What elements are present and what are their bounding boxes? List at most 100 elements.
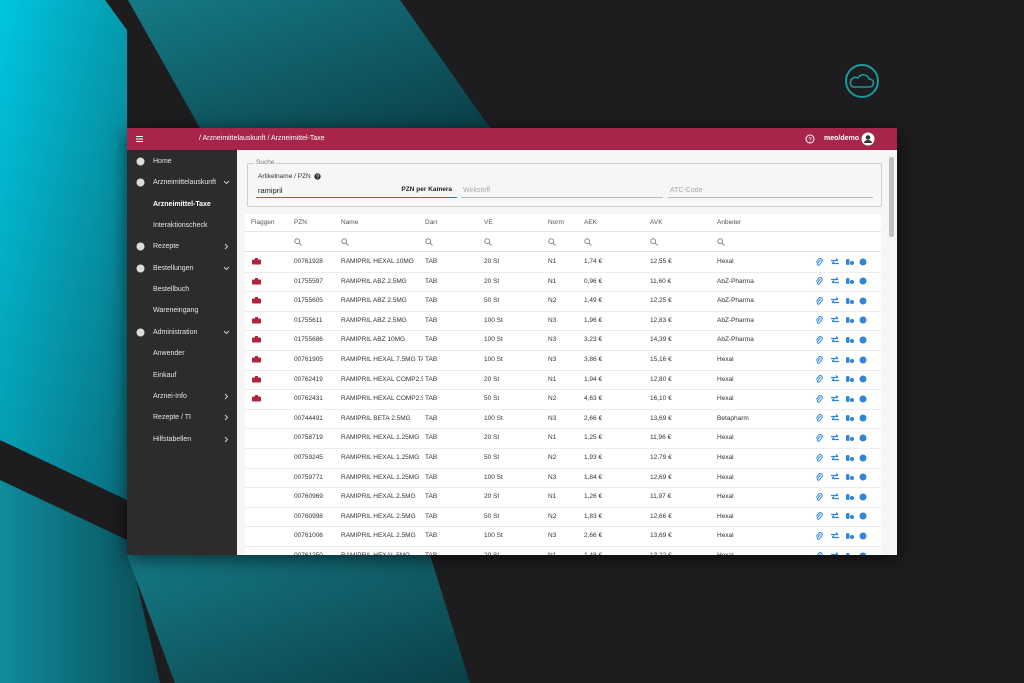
attach-icon[interactable] <box>815 335 823 344</box>
table-row[interactable]: 00761928 RAMIPRIL HEXAL 10MG TAB 20 St N1 1,7… <box>245 252 881 273</box>
info-icon[interactable] <box>859 395 867 403</box>
attach-icon[interactable] <box>815 355 823 364</box>
attach-icon[interactable] <box>815 277 823 285</box>
table-row[interactable]: 00761006 RAMIPRIL HEXAL 2.5MG TAB 100 St N3 2… <box>245 526 881 547</box>
table-row[interactable]: 01755605 RAMIPRIL ABZ 2.5MG TAB 50 St N2 1,49… <box>245 291 881 312</box>
nav-item[interactable]: Bestellungen <box>127 264 237 278</box>
attach-icon[interactable] <box>815 433 823 442</box>
table-row[interactable]: 00762419 RAMIPRIL HEXAL COMP2.5/1 TAB 20 St… <box>245 370 881 391</box>
info-icon[interactable] <box>859 297 867 305</box>
table-row[interactable]: 00760998 RAMIPRIL HEXAL 2.5MG TAB 50 St N2 1,… <box>245 507 881 528</box>
column-header[interactable]: Anbieter <box>717 219 742 226</box>
pills-icon[interactable] <box>846 395 854 403</box>
table-row[interactable]: 00758719 RAMIPRIL HEXAL 1.25MG TAB 20 St N1 1… <box>245 428 881 449</box>
scrollbar[interactable] <box>889 157 894 237</box>
swap-icon[interactable] <box>831 473 839 481</box>
swap-icon[interactable] <box>831 551 839 556</box>
search-input[interactable]: ramipril PZN per Kamera <box>256 184 457 198</box>
column-header[interactable]: PZN <box>294 219 307 226</box>
pills-icon[interactable] <box>846 434 854 442</box>
info-icon[interactable] <box>859 552 867 556</box>
info-icon[interactable] <box>859 336 867 344</box>
table-row[interactable]: 00759771 RAMIPRIL HEXAL 1.25MG TAB 100 St N3… <box>245 468 881 489</box>
column-header[interactable]: Norm <box>548 219 564 226</box>
attach-icon[interactable] <box>815 473 823 481</box>
filter-icon[interactable] <box>584 238 592 246</box>
nav-item[interactable]: Hilfstabellen <box>127 435 237 449</box>
swap-icon[interactable] <box>831 316 839 324</box>
swap-icon[interactable] <box>831 257 839 266</box>
info-icon[interactable] <box>859 512 867 520</box>
info-icon[interactable] <box>859 316 867 324</box>
attach-icon[interactable] <box>815 296 823 305</box>
table-row[interactable]: 00760969 RAMIPRIL HEXAL 2.5MG TAB 20 St N1 1,… <box>245 487 881 508</box>
filter-icon[interactable] <box>717 238 725 246</box>
help-icon[interactable]: ? <box>805 134 815 144</box>
info-icon[interactable] <box>859 532 867 540</box>
column-header[interactable]: AVK <box>650 219 663 226</box>
pills-icon[interactable] <box>846 375 854 383</box>
info-icon[interactable] <box>859 375 867 383</box>
attach-icon[interactable] <box>815 316 823 325</box>
attach-icon[interactable] <box>815 257 823 266</box>
substance-input[interactable]: Wirkstoff <box>461 184 663 198</box>
swap-icon[interactable] <box>831 414 839 422</box>
pills-icon[interactable] <box>846 552 854 556</box>
info-icon[interactable] <box>859 414 867 422</box>
nav-item[interactable]: Rezepte <box>127 242 237 256</box>
swap-icon[interactable] <box>831 492 839 501</box>
swap-icon[interactable] <box>831 433 839 442</box>
filter-icon[interactable] <box>650 238 658 246</box>
pills-icon[interactable] <box>846 454 854 462</box>
column-header[interactable]: Flaggen <box>251 219 275 226</box>
atc-input[interactable]: ATC-Code <box>668 184 873 198</box>
filter-icon[interactable] <box>294 238 302 246</box>
info-icon[interactable] <box>859 473 867 481</box>
nav-item[interactable]: Arznei-Info <box>127 392 237 406</box>
nav-item[interactable]: Arzneimittel-Taxe <box>127 200 237 214</box>
filter-icon[interactable] <box>425 238 433 246</box>
nav-item[interactable]: Arzneimittelauskunft <box>127 178 237 192</box>
pills-icon[interactable] <box>846 473 854 481</box>
swap-icon[interactable] <box>831 394 839 403</box>
info-icon[interactable] <box>859 454 867 462</box>
attach-icon[interactable] <box>815 453 823 462</box>
info-icon[interactable] <box>859 493 867 501</box>
table-row[interactable]: 01755611 RAMIPRIL ABZ 2.5MG TAB 100 St N3 1,9… <box>245 311 881 332</box>
info-icon[interactable] <box>859 258 867 266</box>
table-row[interactable]: 00761905 RAMIPRIL HEXAL 7.5MG TAB TAB 100 S… <box>245 350 881 371</box>
info-icon[interactable] <box>859 277 867 285</box>
swap-icon[interactable] <box>831 375 839 383</box>
table-row[interactable]: 00744491 RAMIPRIL BETA 2.5MG TAB 100 St N3 2,… <box>245 409 881 430</box>
pills-icon[interactable] <box>846 336 854 344</box>
swap-icon[interactable] <box>831 531 839 540</box>
pills-icon[interactable] <box>846 297 854 305</box>
column-header[interactable]: VE <box>484 219 493 226</box>
table-row[interactable]: 00759245 RAMIPRIL HEXAL 1.25MG TAB 50 St N2 1… <box>245 448 881 469</box>
pills-icon[interactable] <box>846 356 854 364</box>
attach-icon[interactable] <box>815 492 823 501</box>
nav-item[interactable]: Home <box>127 157 237 171</box>
pills-icon[interactable] <box>846 277 854 285</box>
user-avatar[interactable] <box>861 132 875 146</box>
info-icon[interactable] <box>859 356 867 364</box>
column-header[interactable]: Darr <box>425 219 438 226</box>
swap-icon[interactable] <box>831 355 839 364</box>
column-header[interactable]: Name <box>341 219 359 226</box>
nav-item[interactable]: Bestellbuch <box>127 285 237 299</box>
attach-icon[interactable] <box>815 512 823 521</box>
swap-icon[interactable] <box>831 335 839 344</box>
nav-item[interactable]: Wareneingang <box>127 306 237 320</box>
table-row[interactable]: 00762431 RAMIPRIL HEXAL COMP2.5/1 TAB 50 St… <box>245 389 881 410</box>
filter-icon[interactable] <box>548 238 556 246</box>
nav-item[interactable]: Administration <box>127 328 237 342</box>
nav-item[interactable]: Anwender <box>127 349 237 363</box>
attach-icon[interactable] <box>815 394 823 403</box>
attach-icon[interactable] <box>815 414 823 423</box>
filter-icon[interactable] <box>484 238 492 246</box>
column-header[interactable]: AEK <box>584 219 598 226</box>
pills-icon[interactable] <box>846 316 854 324</box>
table-row[interactable]: 01755686 RAMIPRIL ABZ 10MG TAB 100 St N3 3,23… <box>245 330 881 351</box>
attach-icon[interactable] <box>815 551 823 556</box>
